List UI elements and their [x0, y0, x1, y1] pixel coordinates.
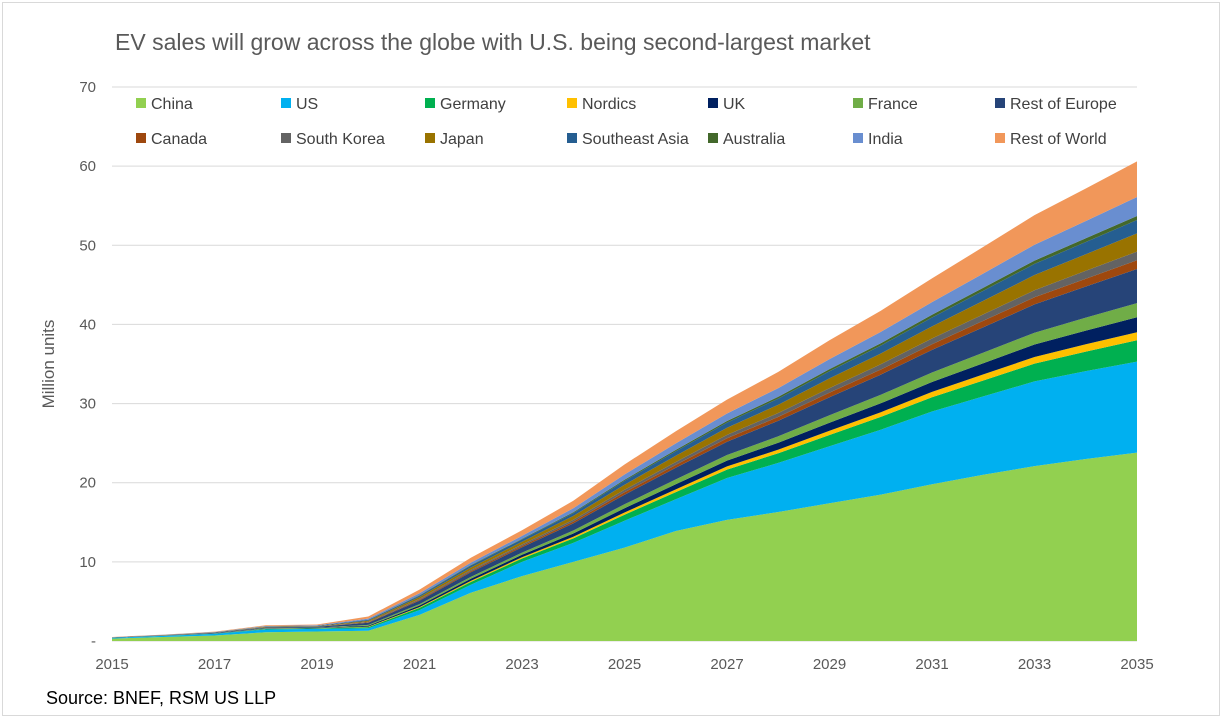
legend-label: Rest of World: [1010, 131, 1107, 148]
legend-swatch: [708, 133, 718, 143]
x-tick-label: 2023: [505, 656, 538, 673]
x-tick-label: 2035: [1120, 656, 1153, 673]
legend-swatch: [425, 133, 435, 143]
legend-label: Southeast Asia: [582, 131, 689, 148]
x-tick-label: 2033: [1018, 656, 1051, 673]
y-axis-label: Million units: [39, 320, 58, 409]
area-canada: [112, 260, 1137, 638]
legend-swatch: [995, 133, 1005, 143]
x-tick-label: 2031: [915, 656, 948, 673]
y-tick-label: 20: [79, 475, 96, 492]
legend-swatch: [281, 98, 291, 108]
x-tick-label: 2025: [608, 656, 641, 673]
legend-label: China: [151, 96, 193, 113]
legend-item: China: [136, 96, 193, 113]
legend-swatch: [136, 98, 146, 108]
legend-item: South Korea: [281, 131, 385, 148]
legend-item: France: [853, 96, 918, 113]
legend-item: US: [281, 96, 318, 113]
legend-swatch: [708, 98, 718, 108]
source-note: Source: BNEF, RSM US LLP: [46, 688, 276, 708]
legend-swatch: [995, 98, 1005, 108]
legend-label: UK: [723, 96, 746, 113]
x-tick-label: 2019: [300, 656, 333, 673]
legend-label: Rest of Europe: [1010, 96, 1117, 113]
y-tick-label: 30: [79, 396, 96, 413]
legend-label: France: [868, 96, 918, 113]
legend-item: Germany: [425, 96, 506, 113]
legend-item: Nordics: [567, 96, 636, 113]
legend-swatch: [567, 133, 577, 143]
area-france: [112, 303, 1137, 638]
x-tick-label: 2027: [710, 656, 743, 673]
x-tick-label: 2015: [95, 656, 128, 673]
legend-swatch: [425, 98, 435, 108]
legend-swatch: [281, 133, 291, 143]
x-tick-label: 2017: [198, 656, 231, 673]
legend-label: South Korea: [296, 131, 385, 148]
x-tick-label: 2021: [403, 656, 436, 673]
y-tick-label: 70: [79, 79, 96, 96]
legend-label: Germany: [440, 96, 506, 113]
legend-swatch: [853, 98, 863, 108]
legend-label: India: [868, 131, 903, 148]
legend-swatch: [567, 98, 577, 108]
legend-label: Australia: [723, 131, 785, 148]
legend-item: Canada: [136, 131, 207, 148]
legend-item: Rest of World: [995, 131, 1107, 148]
legend-swatch: [853, 133, 863, 143]
x-tick-label: 2029: [813, 656, 846, 673]
legend-item: Japan: [425, 131, 484, 148]
legend-label: Nordics: [582, 96, 636, 113]
area-nordics: [112, 332, 1137, 638]
legend-item: Rest of Europe: [995, 96, 1117, 113]
legend-item: UK: [708, 96, 746, 113]
legend-item: Australia: [708, 131, 785, 148]
area-china: [112, 452, 1137, 641]
legend-item: India: [853, 131, 903, 148]
y-tick-label: 10: [79, 554, 96, 571]
legend-label: Japan: [440, 131, 484, 148]
y-tick-label: -: [91, 633, 96, 650]
area-germany: [112, 340, 1137, 638]
chart-title: EV sales will grow across the globe with…: [115, 29, 871, 55]
legend-item: Southeast Asia: [567, 131, 689, 148]
area-uk: [112, 317, 1137, 638]
legend-label: US: [296, 96, 318, 113]
legend-label: Canada: [151, 131, 207, 148]
area-us: [112, 361, 1137, 639]
y-tick-label: 60: [79, 158, 96, 175]
y-tick-label: 50: [79, 237, 96, 254]
legend-swatch: [136, 133, 146, 143]
area-rest-of-europe: [112, 269, 1137, 638]
y-tick-label: 40: [79, 316, 96, 333]
